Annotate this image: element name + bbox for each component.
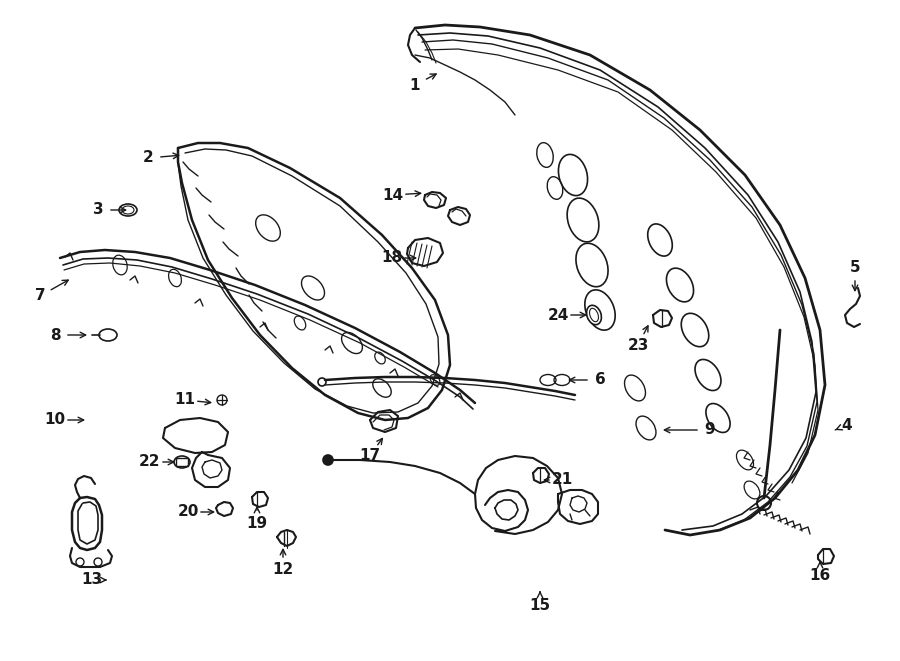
Ellipse shape — [119, 204, 137, 216]
Text: 23: 23 — [627, 338, 649, 352]
Text: 4: 4 — [842, 418, 852, 432]
Text: 11: 11 — [175, 393, 195, 407]
Text: 7: 7 — [35, 288, 45, 303]
Text: 18: 18 — [382, 251, 402, 266]
Circle shape — [323, 455, 333, 465]
Text: 1: 1 — [410, 77, 420, 93]
Ellipse shape — [99, 329, 117, 341]
Text: 24: 24 — [547, 307, 569, 323]
Text: 5: 5 — [850, 260, 860, 276]
Ellipse shape — [587, 305, 601, 325]
Text: 20: 20 — [177, 504, 199, 520]
Text: 19: 19 — [247, 516, 267, 531]
Text: 16: 16 — [809, 568, 831, 582]
Text: 3: 3 — [93, 202, 104, 217]
Ellipse shape — [174, 456, 190, 468]
Circle shape — [318, 378, 326, 386]
Text: 6: 6 — [595, 373, 606, 387]
Text: 15: 15 — [529, 598, 551, 613]
Text: 12: 12 — [273, 563, 293, 578]
Text: 10: 10 — [44, 412, 66, 428]
Text: 21: 21 — [552, 473, 572, 488]
Text: 8: 8 — [50, 327, 60, 342]
Text: 2: 2 — [142, 151, 153, 165]
Text: 17: 17 — [359, 447, 381, 463]
Text: 13: 13 — [81, 572, 103, 588]
Text: 9: 9 — [705, 422, 716, 438]
Text: 22: 22 — [140, 455, 161, 469]
Circle shape — [757, 496, 771, 510]
Text: 14: 14 — [382, 188, 403, 202]
